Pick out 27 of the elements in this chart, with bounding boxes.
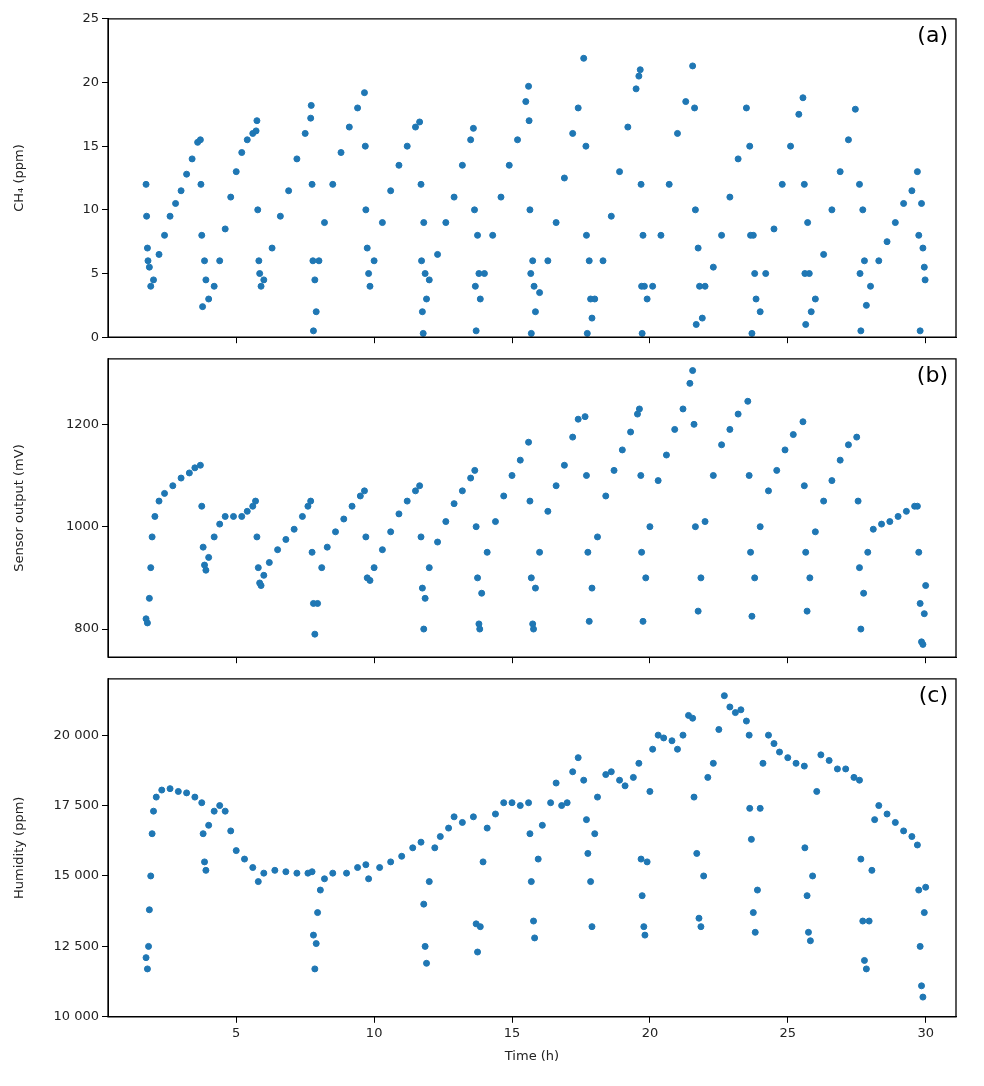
annotation: (b) xyxy=(916,361,948,387)
y-tick-label: 17 500 xyxy=(53,796,99,812)
y-axis-title: Sensor output (mV) xyxy=(11,444,27,572)
y-axis-title: CH₄ (ppm) xyxy=(11,144,27,212)
x-tick-label: 20 xyxy=(641,1024,659,1040)
x-tick-label: 30 xyxy=(917,1024,934,1040)
y-tick-label: 20 xyxy=(82,73,99,89)
y-tick-label: 20 000 xyxy=(53,726,99,742)
annotation: (c) xyxy=(918,681,948,707)
y-tick-label: 15 000 xyxy=(53,867,99,883)
annotation: (a) xyxy=(917,21,948,47)
y-tick-label: 10 000 xyxy=(53,1008,99,1024)
y-tick-label: 0 xyxy=(90,328,99,344)
y-axis-title: Humidity (ppm) xyxy=(11,796,27,899)
y-tick-label: 10 xyxy=(82,201,99,217)
x-tick-label: 5 xyxy=(232,1024,241,1040)
y-tick-label: 15 xyxy=(82,137,99,153)
x-tick-label: 15 xyxy=(503,1024,521,1040)
x-tick-label: 25 xyxy=(779,1024,797,1040)
y-tick-label: 1000 xyxy=(65,518,99,534)
x-axis-title: Time (h) xyxy=(503,1047,560,1063)
y-tick-label: 25 xyxy=(82,10,99,26)
x-tick-label: 10 xyxy=(365,1024,383,1040)
y-tick-label: 800 xyxy=(74,620,99,636)
y-tick-label: 12 500 xyxy=(53,937,99,953)
y-tick-label: 5 xyxy=(90,264,99,280)
y-tick-label: 1200 xyxy=(65,415,99,431)
